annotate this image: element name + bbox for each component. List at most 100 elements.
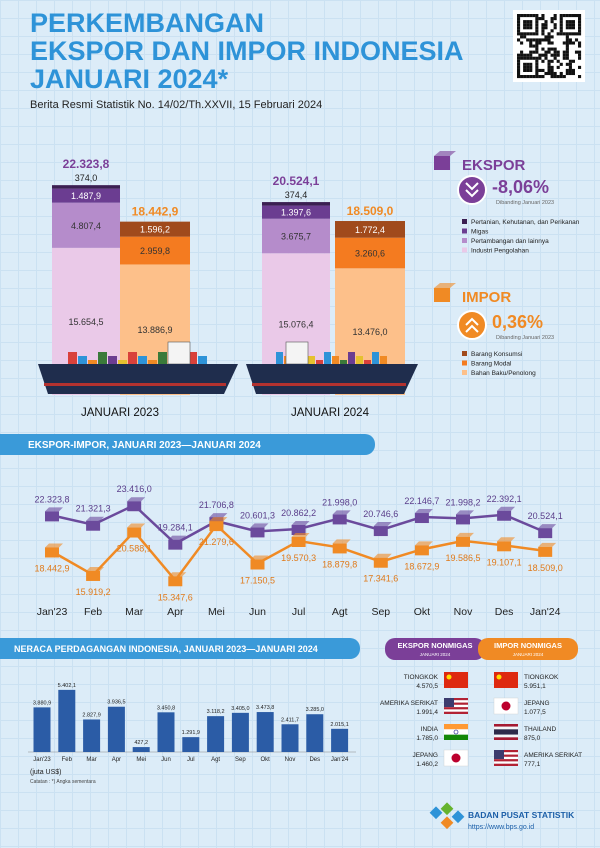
qr-cell <box>565 56 569 60</box>
marker-top <box>127 523 146 528</box>
qr-cell <box>523 62 527 66</box>
data-label: 3.880,9 <box>33 700 51 706</box>
country-value: 1.460,2 <box>416 761 438 768</box>
container <box>340 360 347 364</box>
qr-cell <box>535 68 539 72</box>
qr-cell <box>535 65 539 69</box>
qr-cell <box>538 38 542 42</box>
qr-cell <box>523 35 527 39</box>
qr-cell <box>544 20 548 24</box>
container <box>324 352 331 364</box>
qr-cell <box>578 50 582 54</box>
container <box>380 356 387 364</box>
qr-cell <box>559 23 563 27</box>
qr-cell <box>526 26 530 30</box>
section-title: EKSPOR-IMPOR, JANUARI 2023—JANUARI 2024 <box>28 440 261 451</box>
legend-swatch <box>462 370 467 375</box>
qr-cell <box>578 75 582 79</box>
qr-cell <box>550 71 554 76</box>
marker <box>373 526 388 537</box>
bar <box>331 728 349 752</box>
flag-stripe <box>444 704 468 708</box>
qr-cell <box>526 68 530 72</box>
data-label: 1.291,9 <box>182 730 200 736</box>
qr-cell <box>517 62 521 66</box>
qr-cell <box>532 44 536 48</box>
legend-cube-top <box>434 151 456 156</box>
bar-segment <box>120 236 190 265</box>
data-label: 3.405,0 <box>231 706 249 712</box>
flag-stripe <box>494 726 518 730</box>
x-tick-label: Jan'24 <box>331 757 349 763</box>
flag-stripe <box>494 724 518 727</box>
bar <box>256 712 274 752</box>
marker <box>538 546 553 557</box>
qr-cell <box>529 75 533 79</box>
qr-cell <box>535 26 539 30</box>
qr-cell <box>517 53 521 57</box>
qr-cell <box>517 20 521 24</box>
x-tick-label: Mar <box>125 606 144 618</box>
container <box>276 352 283 364</box>
container <box>68 352 77 364</box>
marker-top <box>168 535 187 540</box>
marker-top <box>373 522 392 527</box>
data-label: 20.601,3 <box>240 510 275 520</box>
legend-label: Barang Konsumsi <box>471 351 522 358</box>
qr-cell <box>523 65 527 69</box>
bar <box>157 712 175 752</box>
qr-cell <box>541 75 545 79</box>
marker-top <box>45 507 63 512</box>
qr-cell <box>541 23 545 27</box>
flag-stripe <box>494 732 518 735</box>
country-value: 1.991,4 <box>416 709 438 716</box>
qr-cell <box>529 65 533 69</box>
marker-top <box>291 520 310 525</box>
qr-cell <box>565 44 569 48</box>
qr-cell <box>571 68 575 72</box>
qr-cell <box>529 56 533 60</box>
unit-label: (juta US$) <box>30 769 62 776</box>
flag-sun <box>451 753 461 763</box>
ship-bridge <box>285 341 309 365</box>
marker-top <box>250 555 269 560</box>
qr-cell <box>517 56 521 60</box>
bar-segment <box>335 221 405 238</box>
qr-cell <box>565 62 569 66</box>
qr-cell <box>517 59 521 63</box>
qr-cell <box>526 65 530 69</box>
qr-cell <box>541 38 545 42</box>
qr-cell <box>565 35 569 39</box>
bar <box>132 747 150 752</box>
legend-swatch <box>462 219 467 224</box>
data-label: 18.879,8 <box>322 559 357 569</box>
qr-cell <box>535 41 539 45</box>
bar-segment <box>262 218 330 254</box>
data-label: 2.015,1 <box>330 722 348 728</box>
qr-cell <box>526 23 530 27</box>
qr-cell <box>523 75 527 79</box>
marker-top <box>45 543 63 548</box>
qr-cell <box>529 44 533 48</box>
change-value: -8,06% <box>492 177 549 197</box>
qr-cell <box>523 56 527 60</box>
bar <box>33 707 51 752</box>
qr-cell <box>544 35 548 39</box>
ship-stripe <box>252 383 406 386</box>
flag-star <box>446 674 452 680</box>
qr-cell <box>547 62 551 66</box>
qr-cell <box>559 62 563 66</box>
flag-stripe <box>494 754 518 757</box>
qr-cell <box>523 68 527 72</box>
country-value: 1.077,5 <box>524 709 546 716</box>
country-value: 1.785,0 <box>416 735 438 742</box>
flag-stripe <box>444 702 468 705</box>
data-label: 21.706,8 <box>199 500 234 510</box>
data-label: 3.936,5 <box>107 700 125 706</box>
qr-cell <box>578 20 582 24</box>
bar-segment <box>52 185 120 189</box>
flag-stripe <box>494 750 518 753</box>
total-label: 18.442,9 <box>132 205 179 219</box>
country-value: 875,0 <box>524 735 541 742</box>
segment-label: 374,0 <box>75 173 98 183</box>
